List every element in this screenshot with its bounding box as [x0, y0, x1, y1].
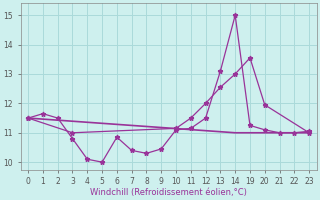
X-axis label: Windchill (Refroidissement éolien,°C): Windchill (Refroidissement éolien,°C): [90, 188, 247, 197]
